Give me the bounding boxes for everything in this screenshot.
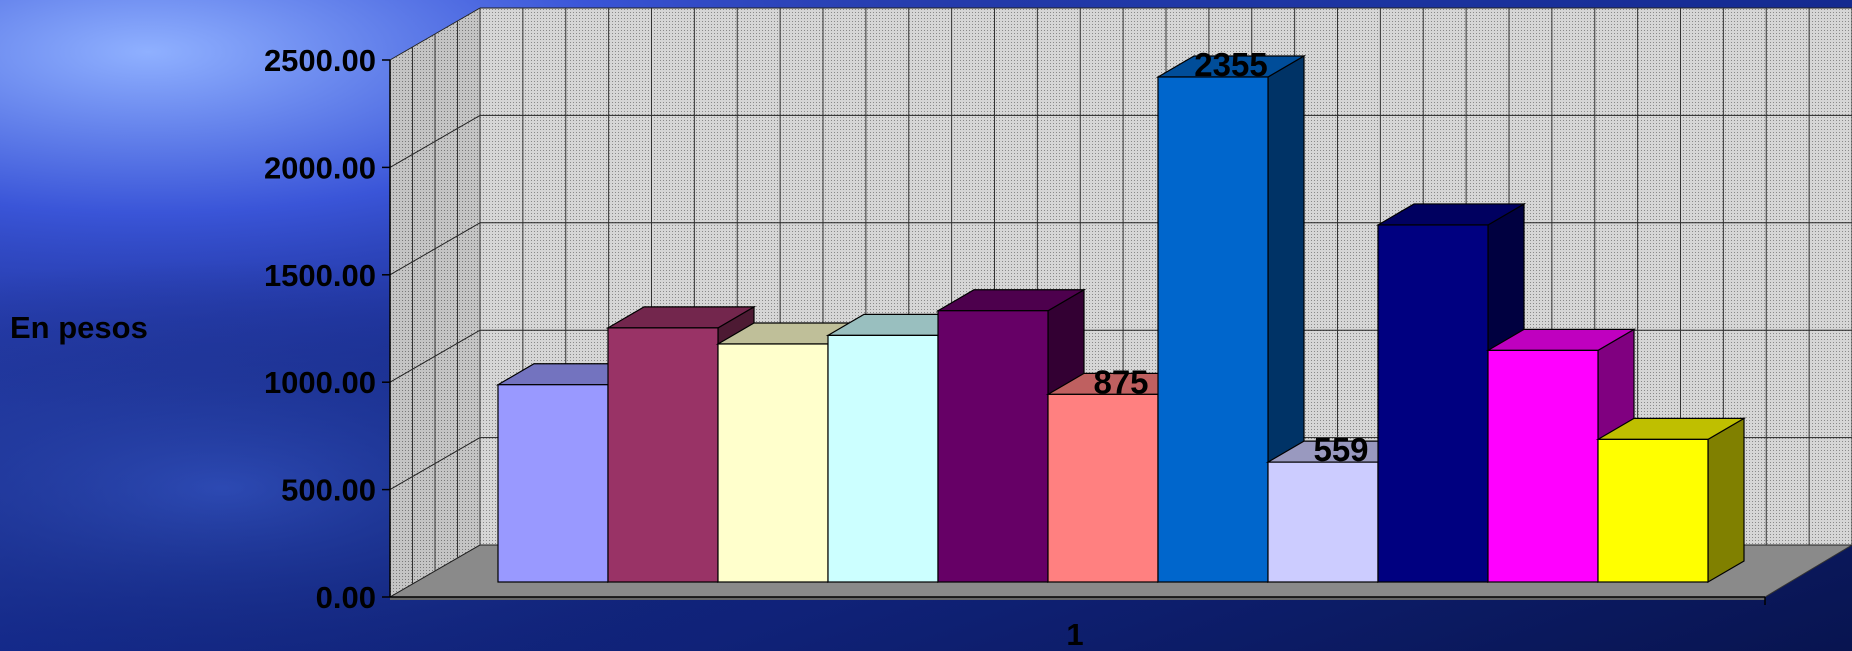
bar-front [607, 327, 719, 583]
bar-front [1047, 393, 1159, 583]
x-category-label: 1 [1066, 617, 1083, 651]
data-labels: 875 2355 559 [1093, 46, 1368, 468]
bar-front [1487, 349, 1599, 583]
bar [1595, 417, 1747, 584]
data-label: 2355 [1194, 46, 1267, 83]
bar-front [717, 343, 829, 583]
y-tick-label: 1000.00 [264, 365, 376, 400]
bar-front [1267, 461, 1379, 583]
y-tick-label: 500.00 [281, 473, 376, 508]
y-tick-label: 2000.00 [264, 150, 376, 185]
bar-front [827, 334, 939, 583]
bar-front [497, 384, 609, 583]
data-label: 875 [1093, 363, 1148, 400]
bar-front [1597, 438, 1709, 583]
bars [495, 54, 1747, 584]
data-label: 559 [1313, 431, 1368, 468]
bar-front [1377, 224, 1489, 583]
y-tick-label: 1500.00 [264, 258, 376, 293]
y-tick-label: 2500.00 [264, 43, 376, 78]
bar [1155, 54, 1307, 584]
bar-front [937, 310, 1049, 583]
y-tick-label: 0.00 [316, 580, 376, 615]
y-axis: 0.00 500.00 1000.00 1500.00 2000.00 2500.00 [264, 43, 1766, 615]
bar-front [1157, 76, 1269, 583]
bar-side [1707, 417, 1745, 584]
y-axis-label: En pesos [10, 310, 148, 345]
